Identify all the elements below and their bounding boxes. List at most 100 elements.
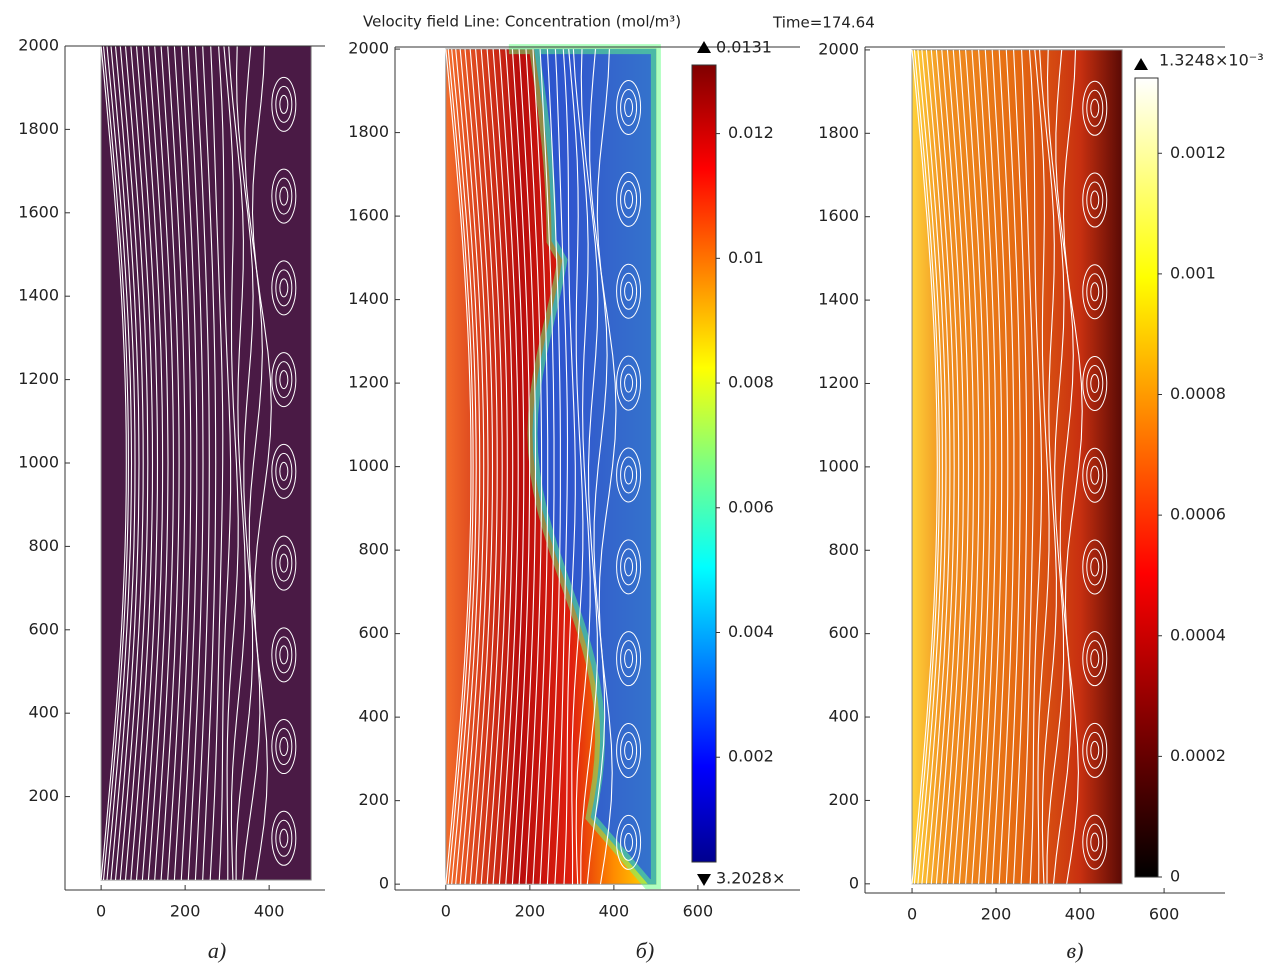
vortex: [1086, 823, 1104, 861]
y-tick-label: 1200: [18, 369, 59, 388]
y-tick-label: 2000: [348, 39, 389, 58]
vortex: [271, 810, 297, 866]
vortex: [1090, 373, 1100, 393]
streamline: [965, 49, 985, 884]
vortex: [271, 535, 297, 591]
colorbar: [1134, 77, 1159, 878]
colorbar-tick-label: 0.008: [728, 373, 774, 392]
x-tick-label: 400: [1065, 905, 1096, 924]
vortex: [1082, 447, 1108, 503]
streamline: [930, 49, 955, 884]
streamline: [546, 49, 561, 885]
streamline: [218, 45, 232, 881]
streamline: [180, 45, 198, 881]
vortex: [620, 456, 638, 494]
x-tick-label: 0: [441, 902, 451, 921]
colorbar-tick-label: 0.0004: [1170, 625, 1226, 644]
y-tick-label: 800: [28, 536, 59, 555]
panel-label: в): [1067, 938, 1084, 963]
y-tick-label: 0: [849, 873, 859, 892]
streamline: [554, 49, 569, 885]
vortex: [279, 461, 289, 481]
y-tick-label: 1200: [818, 373, 859, 392]
colorbar-tick-label: 0.01: [728, 248, 764, 267]
streamline: [568, 49, 584, 885]
streamline: [580, 49, 599, 885]
colorbar-tick-label: 0.0008: [1170, 384, 1226, 403]
vortex: [275, 452, 293, 490]
vortex: [616, 80, 642, 136]
streamline: [167, 45, 186, 881]
vortex: [275, 636, 293, 674]
colorbar-tick-label: 0: [1170, 867, 1180, 886]
colorbar-max-label: 1.3248×10⁻³: [1159, 51, 1264, 70]
streamline: [1034, 49, 1050, 884]
vortex: [1090, 98, 1100, 118]
vortex: [271, 168, 297, 224]
streamline: [251, 45, 272, 881]
streamlines: [911, 49, 1108, 884]
vortex: [1090, 832, 1100, 852]
vortex: [271, 260, 297, 316]
vortex: [271, 76, 297, 132]
streamline: [447, 49, 474, 885]
vortex: [279, 645, 289, 665]
streamline: [102, 45, 129, 881]
y-tick-label: 1600: [818, 206, 859, 225]
streamline: [106, 45, 133, 881]
streamline: [110, 45, 136, 881]
streamline: [202, 45, 217, 881]
vortex: [275, 361, 293, 399]
vortex: [1086, 364, 1104, 402]
vortex: [624, 98, 634, 118]
streamline: [187, 45, 204, 881]
y-tick-label: 1800: [18, 119, 59, 138]
streamline: [525, 49, 543, 885]
streamline: [464, 49, 489, 885]
vortex: [279, 737, 289, 757]
vortex: [1090, 282, 1100, 302]
streamline: [946, 49, 969, 884]
streamline: [141, 45, 164, 881]
streamline: [223, 45, 239, 880]
colorbar-tick-label: 0.001: [1170, 263, 1216, 282]
vortex: [1086, 548, 1104, 586]
vortex: [620, 823, 638, 861]
y-tick-label: 0: [379, 874, 389, 893]
streamline: [114, 45, 140, 881]
streamline: [1028, 49, 1043, 884]
y-tick-label: 800: [828, 540, 859, 559]
colorbar-tick-label: 0.004: [728, 622, 774, 641]
max-arrow: [1134, 58, 1148, 70]
vortex: [275, 85, 293, 123]
streamline: [911, 49, 938, 884]
vortex: [275, 544, 293, 582]
vortex: [1082, 80, 1108, 136]
streamline: [124, 45, 149, 881]
y-tick-label: 1000: [348, 456, 389, 475]
colorbar-tick-label: 0.0012: [1170, 143, 1226, 162]
vortex: [616, 447, 642, 503]
vortex: [624, 281, 634, 301]
colorbar-tick-label: 0.0006: [1170, 505, 1226, 524]
vortex: [1090, 190, 1100, 210]
streamline: [1052, 49, 1074, 884]
time-label: Time=174.64: [772, 14, 875, 32]
streamlines: [445, 49, 642, 885]
vortex: [1082, 631, 1108, 687]
streamline: [492, 49, 514, 885]
x-tick-label: 0: [96, 902, 106, 921]
streamline: [194, 45, 210, 881]
panel-label: а): [208, 938, 226, 963]
vortex: [1086, 640, 1104, 678]
streamline: [154, 45, 174, 881]
streamline: [917, 49, 943, 884]
streamline: [1039, 49, 1057, 884]
x-tick-label: 600: [1149, 905, 1180, 924]
streamline: [445, 49, 472, 885]
streamline: [160, 45, 180, 881]
x-tick-label: 400: [599, 902, 630, 921]
vortex: [624, 189, 634, 209]
vortex: [620, 548, 638, 586]
streamline: [532, 49, 549, 885]
